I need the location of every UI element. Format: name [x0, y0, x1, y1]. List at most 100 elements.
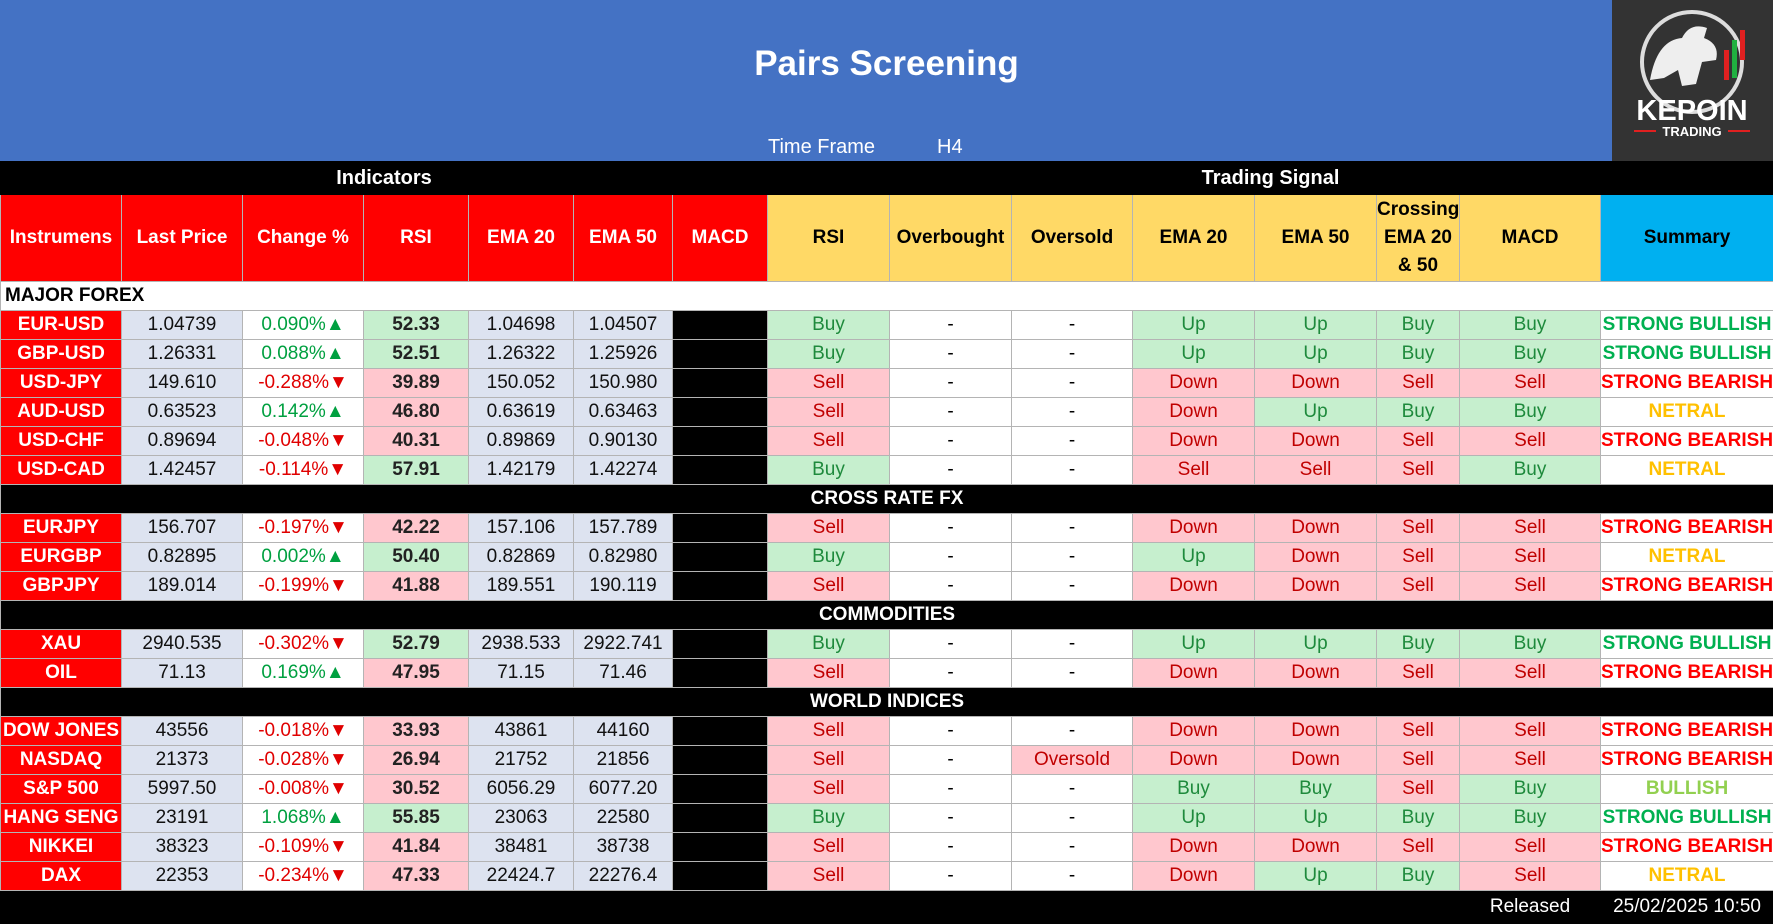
column-header: EMA 50 — [1255, 195, 1377, 282]
rsi-value: 40.31 — [364, 427, 469, 456]
change-arrow: ▲ — [326, 546, 345, 567]
change: 1.068%▲ — [243, 804, 364, 833]
crossing-signal: Sell — [1377, 775, 1460, 804]
change: -0.028%▼ — [243, 746, 364, 775]
crossing-signal: Sell — [1377, 572, 1460, 601]
rsi-signal: Sell — [768, 862, 890, 891]
summary: NETRAL — [1601, 456, 1773, 485]
rsi-signal: Sell — [768, 369, 890, 398]
change: 0.090%▲ — [243, 311, 364, 340]
ema50-signal: Up — [1255, 398, 1377, 427]
last-price: 5997.50 — [122, 775, 243, 804]
rsi-signal: Sell — [768, 572, 890, 601]
change: -0.302%▼ — [243, 630, 364, 659]
rsi-value: 55.85 — [364, 804, 469, 833]
column-header: Change % — [243, 195, 364, 282]
last-price: 1.42457 — [122, 456, 243, 485]
summary: STRONG BEARISH — [1601, 659, 1773, 688]
column-header: Oversold — [1012, 195, 1133, 282]
logo: KEPOIN TRADING — [1612, 0, 1773, 161]
last-price: 149.610 — [122, 369, 243, 398]
group-row: MAJOR FOREX — [1, 282, 1773, 311]
ema50-value: 150.980 — [574, 369, 673, 398]
ema20-value: 150.052 — [469, 369, 574, 398]
macd-signal: Buy — [1460, 804, 1601, 833]
summary: STRONG BEARISH — [1601, 514, 1773, 543]
last-price: 0.82895 — [122, 543, 243, 572]
change-value: -0.018% — [258, 720, 329, 741]
oversold: Oversold — [1012, 746, 1133, 775]
change-value: -0.197% — [258, 517, 329, 538]
macd-value: -9.715 — [673, 862, 768, 891]
macd-value: 6.1432 — [673, 630, 768, 659]
oversold: - — [1012, 659, 1133, 688]
column-header: RSI — [768, 195, 890, 282]
summary: STRONG BULLISH — [1601, 340, 1773, 369]
macd-value: -185.866 — [673, 833, 768, 862]
ema50-value: 0.63463 — [574, 398, 673, 427]
change-arrow: ▼ — [329, 749, 348, 770]
ema20-signal: Up — [1133, 340, 1255, 369]
change-arrow: ▲ — [326, 343, 345, 364]
macd-signal: Sell — [1460, 572, 1601, 601]
ema50-signal: Up — [1255, 804, 1377, 833]
released-label: Released — [1460, 891, 1601, 924]
rsi-signal: Sell — [768, 659, 890, 688]
summary: STRONG BEARISH — [1601, 746, 1773, 775]
ema20-value: 1.42179 — [469, 456, 574, 485]
macd-signal: Buy — [1460, 340, 1601, 369]
overbought: - — [890, 369, 1012, 398]
ema50-value: 1.25926 — [574, 340, 673, 369]
overbought: - — [890, 311, 1012, 340]
ema20-value: 189.551 — [469, 572, 574, 601]
rsi-value: 26.94 — [364, 746, 469, 775]
summary: BULLISH — [1601, 775, 1773, 804]
macd-value: 0.0010 — [673, 456, 768, 485]
macd-signal: Buy — [1460, 630, 1601, 659]
instrument: XAU — [1, 630, 122, 659]
ema50-value: 6077.20 — [574, 775, 673, 804]
instrument: GBP-USD — [1, 340, 122, 369]
last-price: 21373 — [122, 746, 243, 775]
crossing-signal: Buy — [1377, 398, 1460, 427]
oversold: - — [1012, 572, 1133, 601]
ema20-value: 0.82869 — [469, 543, 574, 572]
last-price: 189.014 — [122, 572, 243, 601]
macd-signal: Sell — [1460, 862, 1601, 891]
overbought: - — [890, 775, 1012, 804]
crossing-signal: Sell — [1377, 833, 1460, 862]
instrument: GBPJPY — [1, 572, 122, 601]
summary: STRONG BEARISH — [1601, 369, 1773, 398]
ema20-value: 157.106 — [469, 514, 574, 543]
change-arrow: ▲ — [326, 314, 345, 335]
ema50-value: 190.119 — [574, 572, 673, 601]
instrument: AUD-USD — [1, 398, 122, 427]
ema20-signal: Down — [1133, 746, 1255, 775]
instrument: USD-JPY — [1, 369, 122, 398]
footer-spacer — [1, 891, 1460, 924]
macd-signal: Sell — [1460, 659, 1601, 688]
rsi-signal: Sell — [768, 427, 890, 456]
ema20-signal: Down — [1133, 833, 1255, 862]
ema50-signal: Down — [1255, 717, 1377, 746]
rsi-signal: Buy — [768, 311, 890, 340]
instrument: EURJPY — [1, 514, 122, 543]
ema50-signal: Down — [1255, 746, 1377, 775]
ema20-value: 21752 — [469, 746, 574, 775]
summary: STRONG BEARISH — [1601, 717, 1773, 746]
ema50-value: 1.42274 — [574, 456, 673, 485]
ema20-value: 1.26322 — [469, 340, 574, 369]
logo-graphic: KEPOIN TRADING — [1612, 0, 1773, 161]
rsi-signal: Buy — [768, 456, 890, 485]
macd-signal: Buy — [1460, 398, 1601, 427]
change-value: -0.302% — [258, 633, 329, 654]
ema20-signal: Down — [1133, 398, 1255, 427]
rsi-value: 52.51 — [364, 340, 469, 369]
oversold: - — [1012, 804, 1133, 833]
